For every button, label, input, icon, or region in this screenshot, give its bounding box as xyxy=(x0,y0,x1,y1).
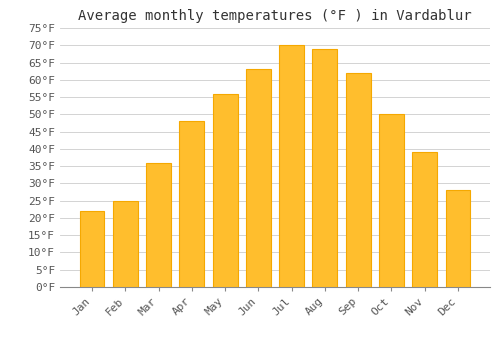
Bar xyxy=(246,69,271,287)
Bar xyxy=(446,190,470,287)
Bar xyxy=(412,152,437,287)
Bar xyxy=(346,73,370,287)
Bar xyxy=(146,163,171,287)
Title: Average monthly temperatures (°F ) in Vardablur: Average monthly temperatures (°F ) in Va… xyxy=(78,9,472,23)
Bar xyxy=(180,121,204,287)
Bar xyxy=(379,114,404,287)
Bar xyxy=(312,49,338,287)
Bar xyxy=(80,211,104,287)
Bar xyxy=(279,45,304,287)
Bar xyxy=(212,93,238,287)
Bar xyxy=(113,201,138,287)
